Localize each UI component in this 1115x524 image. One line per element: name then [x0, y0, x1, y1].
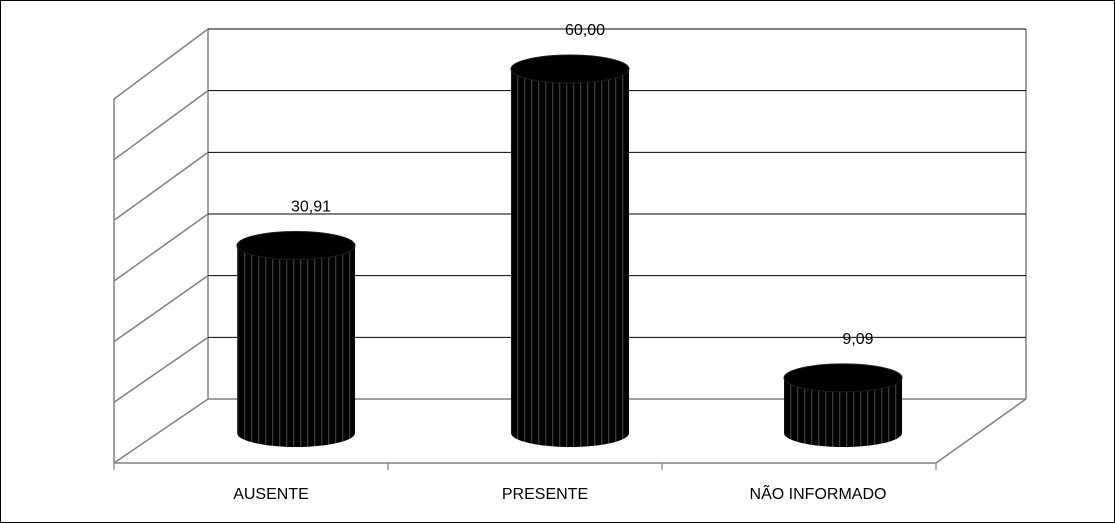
- left-wall-gridline: [113, 90, 209, 161]
- floor-right-edge: [935, 398, 1027, 464]
- value-labels: 30,91 60,00 9,09: [291, 22, 874, 348]
- bar-body: [237, 245, 355, 447]
- left-wall-gridline: [113, 213, 209, 282]
- value-label: 30,91: [291, 198, 331, 215]
- left-wall-gridline: [113, 151, 209, 221]
- bar-body: [511, 69, 629, 447]
- bar-n-o-informado: [783, 363, 903, 447]
- category-label: NÃO INFORMADO: [750, 483, 887, 503]
- bar-cap: [510, 54, 630, 84]
- bar-body: [784, 377, 902, 447]
- bar-cap: [783, 363, 903, 393]
- bar-cap: [236, 230, 356, 260]
- left-wall-gridline: [113, 336, 209, 403]
- floor-left-edge: [113, 398, 209, 464]
- value-label: 9,09: [842, 331, 873, 348]
- bars: [236, 54, 903, 447]
- category-label: AUSENTE: [233, 486, 309, 503]
- category-labels: AUSENTE PRESENTE NÃO INFORMADO: [233, 483, 886, 503]
- bar-presente: [510, 54, 630, 447]
- bar-ausente: [236, 230, 356, 447]
- left-wall-gridline: [113, 275, 209, 343]
- left-wall-top-edge: [113, 28, 209, 100]
- category-label: PRESENTE: [502, 486, 588, 503]
- value-label: 60,00: [565, 22, 605, 39]
